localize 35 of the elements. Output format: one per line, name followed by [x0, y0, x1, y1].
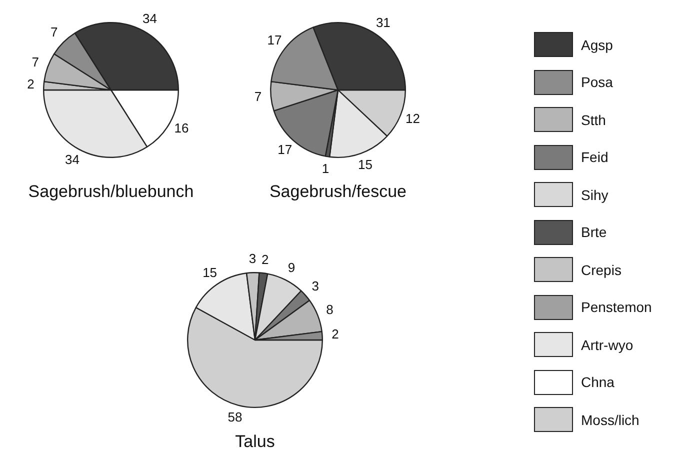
- legend-label: Posa: [581, 74, 613, 90]
- legend-label: Moss/lich: [581, 412, 640, 428]
- data-label: 17: [278, 142, 292, 157]
- data-label: 3: [312, 278, 319, 294]
- data-label: 2: [27, 76, 34, 92]
- data-label: 2: [261, 252, 269, 267]
- legend-label: Penstemon: [581, 299, 652, 316]
- legend-label: Sihy: [581, 186, 608, 203]
- data-label: 16: [174, 120, 189, 136]
- text: Sagebrush/fescue: [268, 182, 408, 202]
- data-label: 34: [65, 152, 80, 168]
- data-label: 15: [202, 265, 218, 280]
- legend-label: Chna: [581, 374, 614, 390]
- text: Sagebrush/bluebunch: [27, 182, 195, 202]
- data-label: 1: [322, 160, 330, 176]
- data-label: 12: [406, 111, 420, 126]
- data-label: 9: [288, 260, 296, 275]
- legend-label: Brte: [581, 224, 607, 240]
- legend-label: Crepis: [581, 262, 622, 278]
- data-label: 7: [254, 89, 262, 104]
- text: Talus: [234, 432, 276, 452]
- legend-label: Feid: [581, 149, 608, 166]
- data-label: 58: [228, 409, 242, 424]
- data-label: 2: [332, 326, 339, 342]
- data-label: 7: [50, 24, 58, 40]
- legend-label: Artr-wyo: [581, 336, 634, 353]
- data-label: 15: [358, 157, 372, 172]
- data-label: 8: [326, 302, 334, 317]
- data-label: 3: [248, 251, 256, 266]
- data-label: 7: [32, 54, 39, 70]
- legend-label: Stth: [581, 112, 606, 128]
- data-label: 17: [267, 32, 282, 48]
- legend-label: Agsp: [581, 36, 613, 53]
- data-label: 31: [376, 15, 390, 30]
- data-label: 34: [142, 11, 157, 26]
